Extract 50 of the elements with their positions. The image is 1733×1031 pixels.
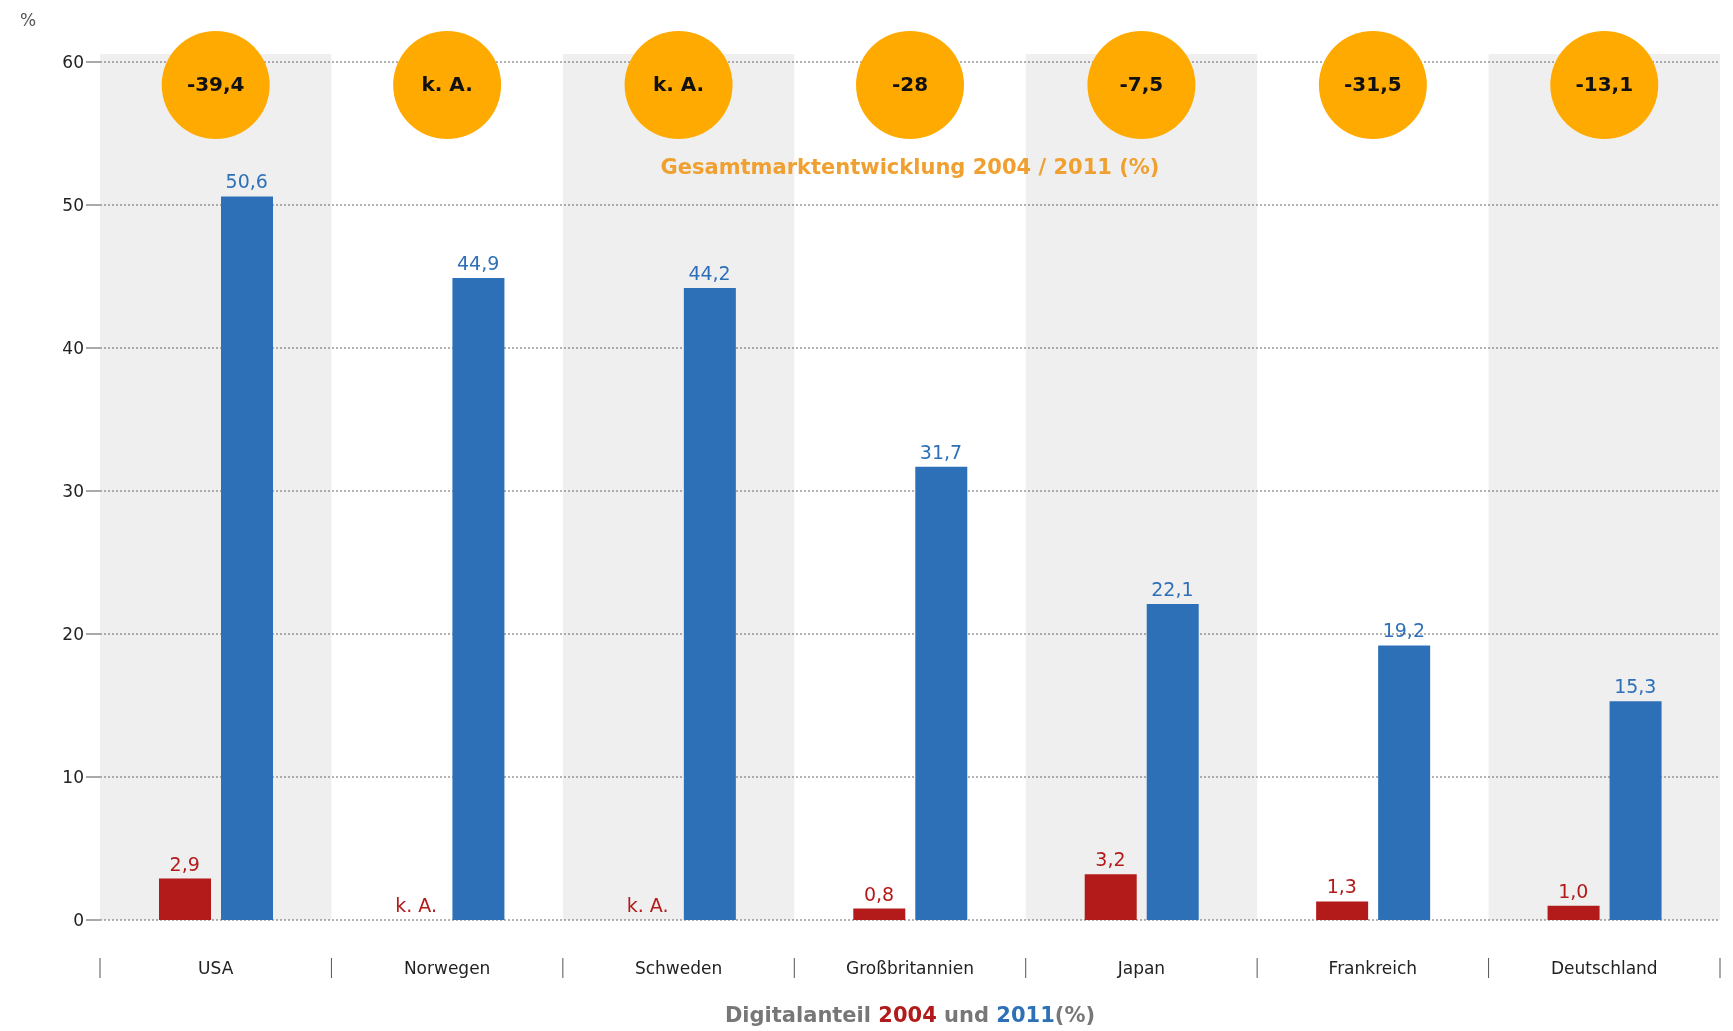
bar [1146, 603, 1199, 920]
annotation: k. A. [652, 72, 705, 96]
x-tick-label: Norwegen [403, 958, 491, 979]
bar [1316, 901, 1369, 920]
y-tick-label: 10 [62, 767, 84, 788]
bar [452, 277, 505, 920]
y-tick-label: 60 [62, 52, 84, 73]
text: k. A. [626, 894, 669, 916]
bar [915, 466, 968, 920]
text: Gesamtmarktentwicklung 2004 / 2011 (%) [660, 155, 1160, 179]
bar [1609, 701, 1662, 920]
bar [1084, 874, 1137, 920]
data-label: 2,9 [169, 852, 200, 875]
bar [683, 287, 736, 920]
x-tick-label: Großbritannien [846, 958, 974, 979]
data-label: 0,8 [863, 882, 895, 905]
text: k. A. [395, 894, 438, 916]
x-tick-label: USA [198, 958, 234, 979]
bar [159, 878, 211, 920]
annotation: -13,1 [1575, 72, 1634, 96]
bar [1547, 905, 1600, 920]
bar [1378, 645, 1431, 920]
x-tick-label: Schweden [634, 958, 723, 979]
y-axis-title: % [20, 10, 37, 30]
annotation: -28 [891, 72, 929, 96]
x-tick-label: Frankreich [1328, 958, 1418, 979]
data-label: 50,6 [225, 170, 268, 193]
data-label: 1,3 [1326, 875, 1357, 898]
bar [221, 196, 273, 920]
data-label: 44,2 [688, 261, 731, 284]
annotation: -7,5 [1119, 72, 1164, 96]
x-tick-label: Japan [1116, 958, 1166, 979]
data-label: 22,1 [1151, 577, 1194, 600]
x-axis-title: Digitalanteil 2004 und 2011(%) [724, 1003, 1096, 1027]
data-label: 31,7 [919, 440, 963, 463]
annotation: -39,4 [186, 72, 245, 96]
y-tick-label: 40 [62, 338, 84, 359]
annotation: -31,5 [1344, 72, 1402, 96]
x-tick-label: Deutschland [1550, 958, 1658, 979]
y-tick-label: 20 [62, 624, 84, 645]
data-label: 15,3 [1614, 675, 1657, 698]
bar [853, 908, 906, 920]
y-tick-label: 50 [62, 195, 84, 216]
data-label: 3,2 [1095, 848, 1126, 871]
data-label: 19,2 [1382, 619, 1426, 642]
y-tick-label: 0 [73, 910, 84, 931]
annotation: k. A. [421, 72, 473, 96]
data-label: 1,0 [1558, 879, 1589, 902]
y-tick-label: 30 [62, 481, 84, 502]
data-label: 44,9 [456, 251, 500, 274]
